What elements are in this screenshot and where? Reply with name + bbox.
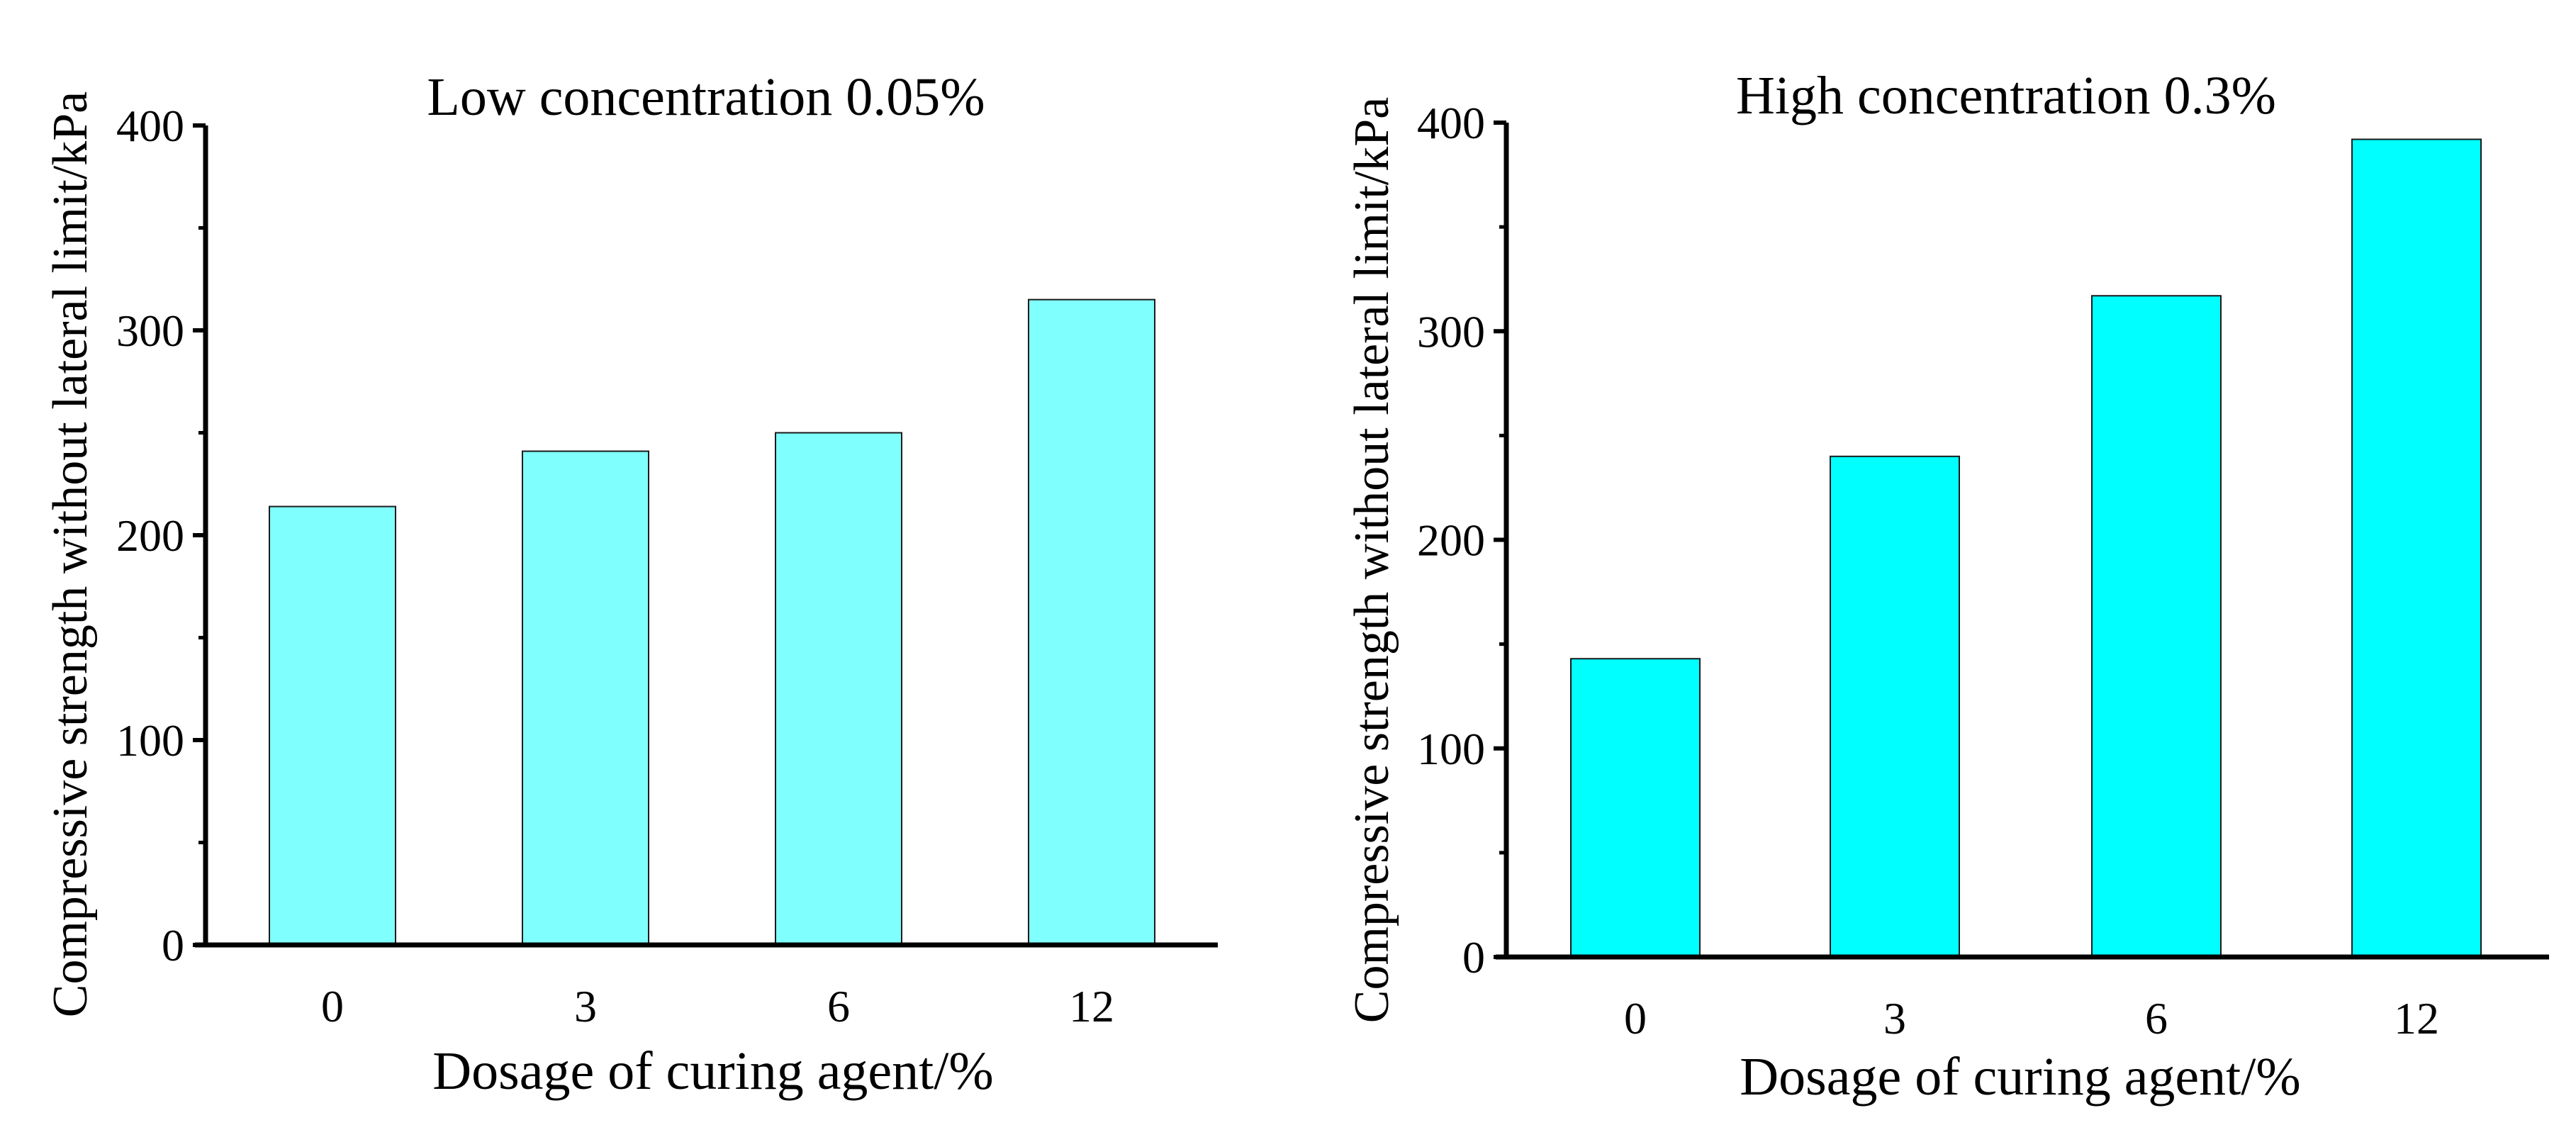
y-tick-label: 100: [116, 715, 184, 766]
y-tick-label: 300: [1417, 306, 1485, 357]
x-tick-label: 6: [2145, 993, 2168, 1043]
y-axis-label: Compressive strength without lateral lim…: [43, 91, 98, 1017]
y-axis-label: Compressive strength without lateral lim…: [1345, 97, 1399, 1023]
y-tick-label: 100: [1417, 724, 1485, 774]
bar-group: [269, 298, 1155, 946]
x-tick-label: 0: [321, 981, 344, 1031]
bar-12: [1028, 298, 1155, 946]
y-tick-label: 0: [1462, 932, 1485, 983]
x-tick-label: 12: [2394, 993, 2439, 1043]
bar-3: [522, 450, 649, 946]
y-tick-label: 0: [162, 920, 184, 970]
x-tick-label: 6: [827, 981, 850, 1031]
chart-high-concentration: High concentration 0.3% Compressive stre…: [1345, 66, 2549, 1107]
x-tick-label: 3: [574, 981, 597, 1031]
bar-group: [1570, 138, 2482, 958]
y-tick-label: 400: [116, 101, 184, 151]
x-axis-label: Dosage of curing agent/%: [432, 1041, 993, 1101]
x-axis-ticks: 0 3 6 12: [1624, 993, 2439, 1043]
x-tick-label: 0: [1624, 993, 1647, 1043]
y-tick-label: 400: [1417, 98, 1485, 148]
x-axis-label: Dosage of curing agent/%: [1740, 1047, 2300, 1107]
chart-title: Low concentration 0.05%: [427, 67, 985, 127]
bar-6: [775, 432, 902, 946]
bar-6: [2091, 295, 2222, 958]
y-tick-label: 300: [116, 306, 184, 356]
y-axis-ticks: 0 100 200 300 400: [1417, 98, 1506, 983]
chart-title: High concentration 0.3%: [1736, 66, 2276, 125]
x-axis-ticks: 0 3 6 12: [321, 981, 1114, 1031]
bar-12: [2351, 138, 2482, 958]
x-tick-label: 12: [1069, 981, 1114, 1031]
chart-low-concentration: Low concentration 0.05% Compressive stre…: [43, 67, 1218, 1101]
bar-0: [269, 505, 396, 946]
y-tick-label: 200: [1417, 515, 1485, 566]
x-tick-label: 3: [1883, 993, 1906, 1043]
y-tick-label: 200: [116, 510, 184, 561]
y-axis-ticks: 0 100 200 300 400: [116, 101, 206, 970]
bar-0: [1570, 658, 1701, 958]
bar-3: [1830, 455, 1960, 958]
